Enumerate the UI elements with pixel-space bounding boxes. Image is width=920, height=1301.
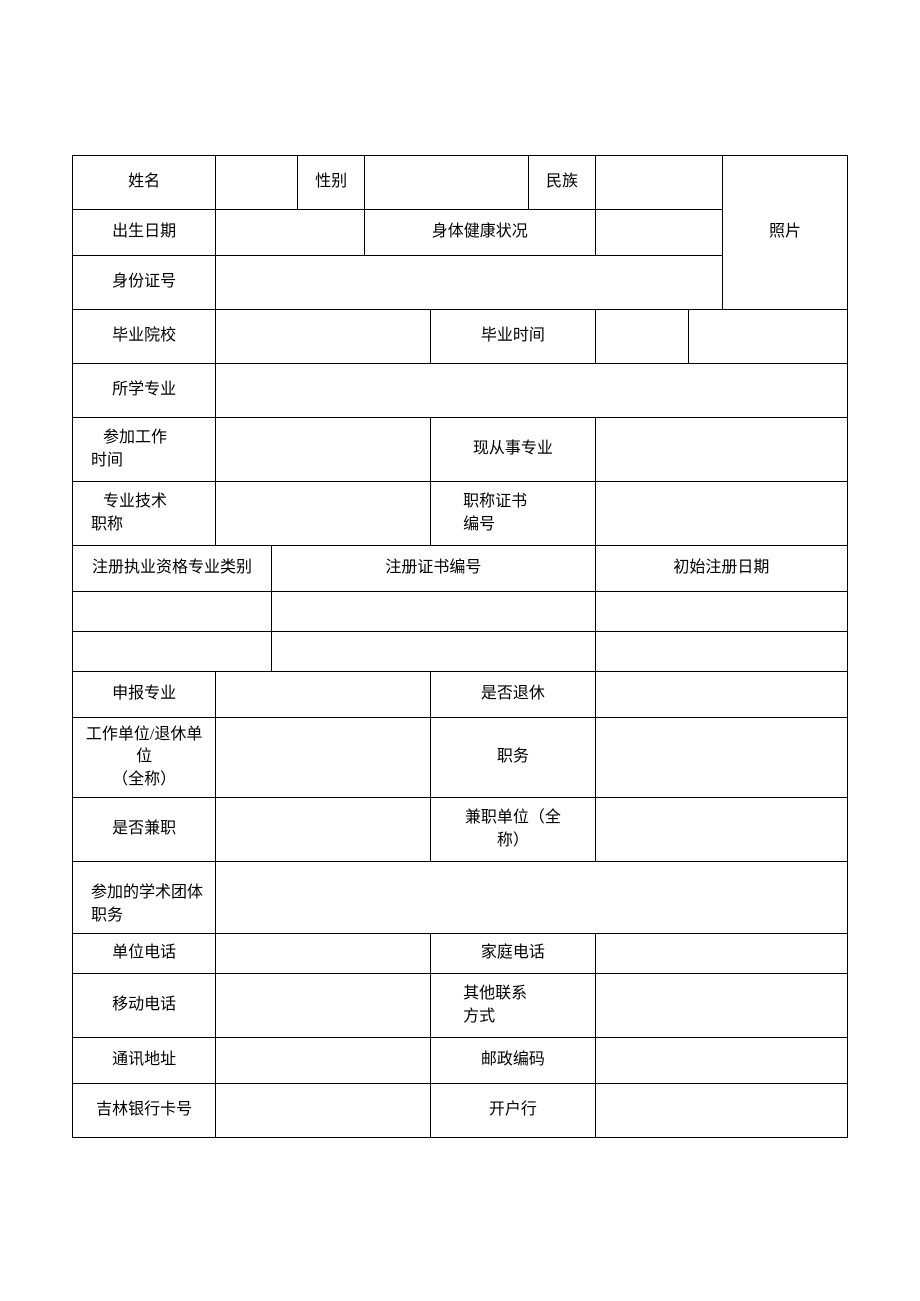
value-mailing-address[interactable]	[216, 1038, 431, 1084]
value-bank-card[interactable]	[216, 1084, 431, 1138]
form-table: 姓名 性别 民族 照片 出生日期 身体健康状况 身份证号 毕业院校 毕业时间 所…	[72, 155, 848, 1138]
value-id-number[interactable]	[216, 256, 723, 310]
value-other-contact[interactable]	[595, 974, 847, 1038]
value-reg-row1-date[interactable]	[595, 592, 847, 632]
label-position: 职务	[431, 718, 596, 798]
value-academic-org[interactable]	[216, 862, 848, 934]
value-position[interactable]	[595, 718, 847, 798]
label-is-retired: 是否退休	[431, 672, 596, 718]
label-is-parttime: 是否兼职	[73, 798, 216, 862]
value-is-retired[interactable]	[595, 672, 847, 718]
label-apply-major: 申报专业	[73, 672, 216, 718]
label-parttime-unit: 兼职单位（全 称）	[431, 798, 596, 862]
value-reg-row2-date[interactable]	[595, 632, 847, 672]
label-mailing-address: 通讯地址	[73, 1038, 216, 1084]
value-graduation-school[interactable]	[216, 310, 431, 364]
value-apply-major[interactable]	[216, 672, 431, 718]
label-initial-reg-date: 初始注册日期	[595, 546, 847, 592]
label-graduation-time: 毕业时间	[431, 310, 596, 364]
value-work-start[interactable]	[216, 418, 431, 482]
value-postal-code[interactable]	[595, 1038, 847, 1084]
label-reg-cert-number: 注册证书编号	[271, 546, 595, 592]
value-gender[interactable]	[364, 156, 529, 210]
value-current-field[interactable]	[595, 418, 847, 482]
label-health-status: 身体健康状况	[364, 210, 595, 256]
value-reg-row2-cat[interactable]	[73, 632, 272, 672]
value-reg-row1-num[interactable]	[271, 592, 595, 632]
value-tech-title[interactable]	[216, 482, 431, 546]
label-work-unit: 工作单位/退休单位 （全称）	[73, 718, 216, 798]
label-name: 姓名	[73, 156, 216, 210]
value-office-phone[interactable]	[216, 934, 431, 974]
value-mobile-phone[interactable]	[216, 974, 431, 1038]
label-ethnicity: 民族	[529, 156, 595, 210]
value-home-phone[interactable]	[595, 934, 847, 974]
label-bank-card: 吉林银行卡号	[73, 1084, 216, 1138]
label-mobile-phone: 移动电话	[73, 974, 216, 1038]
value-bank-branch[interactable]	[595, 1084, 847, 1138]
value-is-parttime[interactable]	[216, 798, 431, 862]
label-id-number: 身份证号	[73, 256, 216, 310]
value-work-unit[interactable]	[216, 718, 431, 798]
label-work-start: 参加工作 时间	[73, 418, 216, 482]
label-bank-branch: 开户行	[431, 1084, 596, 1138]
label-birth-date: 出生日期	[73, 210, 216, 256]
value-reg-row1-cat[interactable]	[73, 592, 272, 632]
value-name[interactable]	[216, 156, 298, 210]
value-cert-number[interactable]	[595, 482, 847, 546]
label-graduation-school: 毕业院校	[73, 310, 216, 364]
label-tech-title: 专业技术 职称	[73, 482, 216, 546]
label-office-phone: 单位电话	[73, 934, 216, 974]
value-reg-row2-num[interactable]	[271, 632, 595, 672]
value-major-studied[interactable]	[216, 364, 848, 418]
label-home-phone: 家庭电话	[431, 934, 596, 974]
value-health-status[interactable]	[595, 210, 722, 256]
label-major-studied: 所学专业	[73, 364, 216, 418]
value-ethnicity[interactable]	[595, 156, 722, 210]
label-postal-code: 邮政编码	[431, 1038, 596, 1084]
value-parttime-unit[interactable]	[595, 798, 847, 862]
value-graduation-time[interactable]	[595, 310, 688, 364]
label-reg-category: 注册执业资格专业类别	[73, 546, 272, 592]
value-graduation-time-ext[interactable]	[688, 310, 847, 364]
label-gender: 性别	[298, 156, 364, 210]
label-cert-number: 职称证书 编号	[431, 482, 596, 546]
label-current-field: 现从事专业	[431, 418, 596, 482]
label-academic-org: 参加的学术团体职务	[73, 862, 216, 934]
value-birth-date[interactable]	[216, 210, 365, 256]
photo-cell: 照片	[723, 156, 848, 310]
label-other-contact: 其他联系 方式	[431, 974, 596, 1038]
